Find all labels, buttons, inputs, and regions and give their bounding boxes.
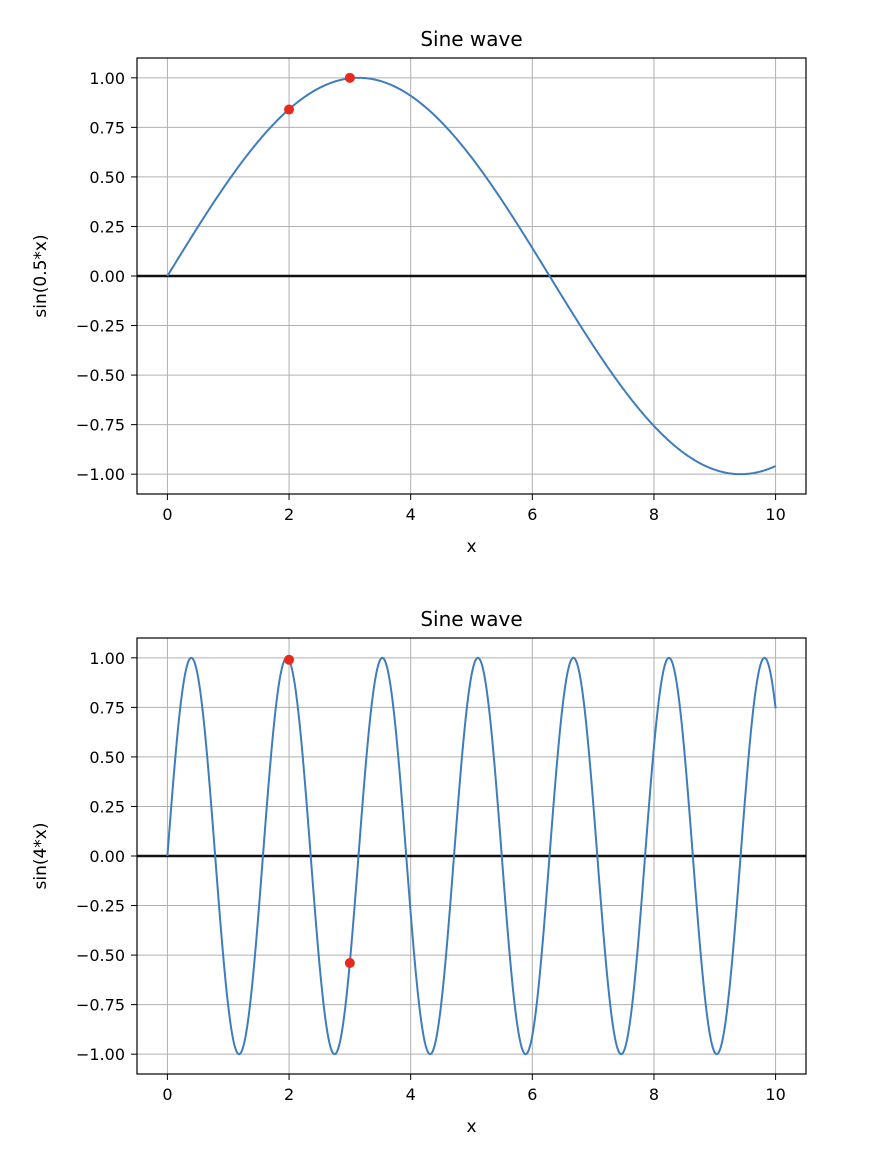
x-tick-label: 4 — [406, 505, 416, 524]
chart-sin-4x: 0 2 4 6 8 10 1.00 0.75 0.50 0.25 0.00 −0.25 −0.50 −0.… — [31, 607, 807, 1137]
y-tick-label: −0.75 — [76, 416, 125, 435]
data-point — [344, 958, 355, 969]
x-tick-label: 10 — [765, 505, 785, 524]
chart-title: Sine wave — [420, 607, 522, 631]
y-tick-label: 0.25 — [89, 217, 125, 236]
x-tick-label: 6 — [527, 1085, 537, 1104]
x-tick-label: 4 — [406, 1085, 416, 1104]
series-line — [166, 656, 777, 1056]
x-axis-label: x — [466, 537, 476, 557]
y-tick-label: −0.50 — [76, 366, 125, 385]
y-tick-label: −1.00 — [76, 465, 125, 484]
y-tick-label: 0.50 — [89, 168, 125, 187]
y-tick-label: 1.00 — [89, 69, 125, 88]
x-tick-label: 2 — [284, 1085, 294, 1104]
y-tick-label: 1.00 — [89, 649, 125, 668]
chart-sin-half-x: 0 2 4 6 8 10 1.00 0.75 0.50 0.25 0.00 −0.25 −0.50 −0.… — [31, 27, 807, 557]
x-tick-label: 2 — [284, 505, 294, 524]
data-point — [284, 104, 295, 115]
y-tick-label: 0.75 — [89, 698, 125, 717]
y-tick-label: 0.00 — [89, 267, 125, 286]
x-tick-label: 6 — [527, 505, 537, 524]
data-point — [344, 72, 355, 83]
y-tick-label: −0.25 — [76, 897, 125, 916]
y-tick-label: −0.50 — [76, 946, 125, 965]
y-tick-label: 0.25 — [89, 797, 125, 816]
x-tick-label: 8 — [649, 505, 659, 524]
data-point — [284, 654, 295, 665]
y-tick-label: 0.00 — [89, 847, 125, 866]
x-axis-label: x — [466, 1117, 476, 1137]
series-line — [166, 76, 777, 476]
x-tick-label: 8 — [649, 1085, 659, 1104]
x-tick-label: 10 — [765, 1085, 785, 1104]
y-axis-label: sin(4*x) — [31, 823, 51, 890]
y-tick-label: −0.25 — [76, 317, 125, 336]
chart-title: Sine wave — [420, 27, 522, 51]
x-tick-label: 0 — [162, 1085, 172, 1104]
y-tick-label: 0.75 — [89, 118, 125, 137]
y-tick-label: −1.00 — [76, 1045, 125, 1064]
x-tick-label: 0 — [162, 505, 172, 524]
y-tick-label: −0.75 — [76, 996, 125, 1015]
y-tick-label: 0.50 — [89, 748, 125, 767]
y-axis-label: sin(0.5*x) — [31, 234, 51, 317]
